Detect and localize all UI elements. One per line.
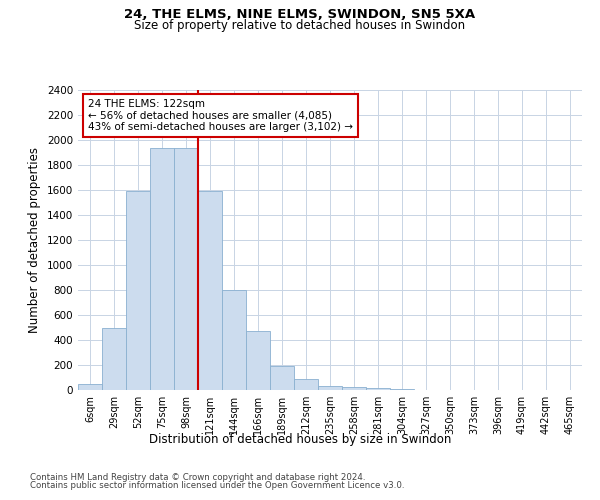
Bar	[342, 387, 366, 390]
Bar	[174, 148, 198, 390]
Bar	[294, 379, 318, 390]
Y-axis label: Number of detached properties: Number of detached properties	[28, 147, 41, 333]
Bar	[126, 191, 150, 390]
Bar	[246, 330, 270, 390]
Bar	[222, 290, 246, 390]
Text: Contains HM Land Registry data © Crown copyright and database right 2024.: Contains HM Land Registry data © Crown c…	[30, 472, 365, 482]
Bar	[270, 366, 294, 390]
Text: Contains public sector information licensed under the Open Government Licence v3: Contains public sector information licen…	[30, 481, 404, 490]
Text: Size of property relative to detached houses in Swindon: Size of property relative to detached ho…	[134, 19, 466, 32]
Bar	[150, 148, 174, 390]
Bar	[366, 388, 390, 390]
Bar	[318, 386, 342, 390]
Bar	[78, 384, 102, 390]
Text: 24 THE ELMS: 122sqm
← 56% of detached houses are smaller (4,085)
43% of semi-det: 24 THE ELMS: 122sqm ← 56% of detached ho…	[88, 99, 353, 132]
Text: Distribution of detached houses by size in Swindon: Distribution of detached houses by size …	[149, 432, 451, 446]
Bar	[198, 191, 222, 390]
Bar	[102, 328, 126, 390]
Text: 24, THE ELMS, NINE ELMS, SWINDON, SN5 5XA: 24, THE ELMS, NINE ELMS, SWINDON, SN5 5X…	[124, 8, 476, 20]
